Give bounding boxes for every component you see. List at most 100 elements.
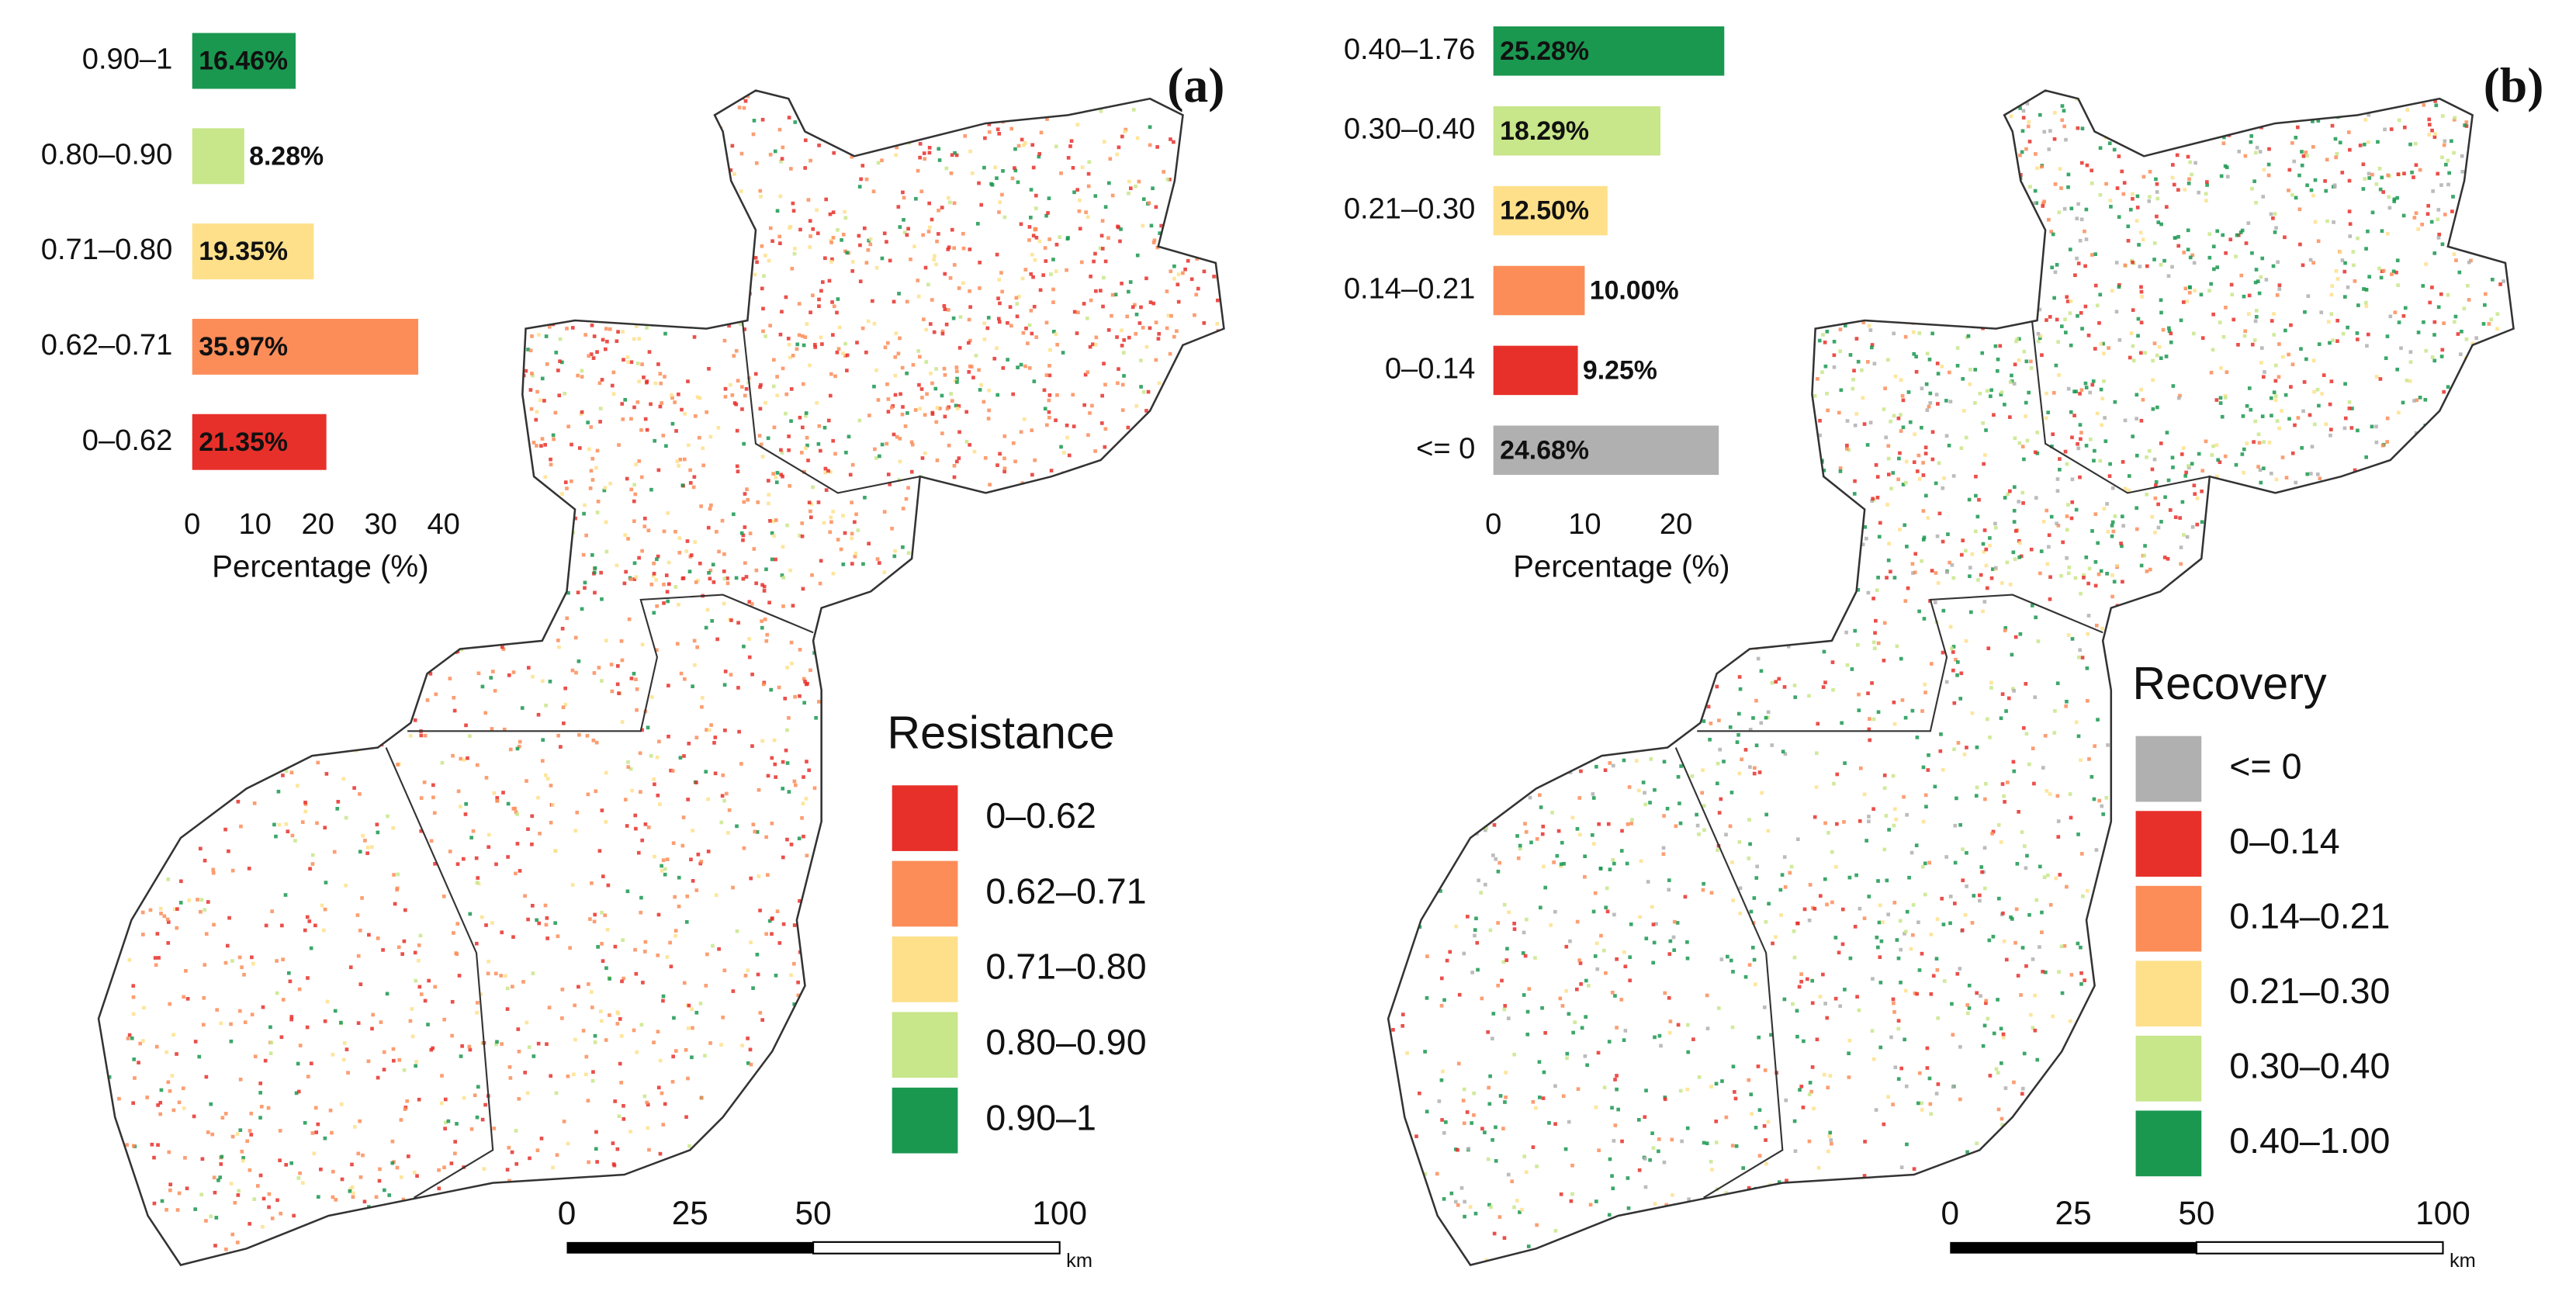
map-pixel: [2031, 1026, 2035, 1030]
map-pixel: [637, 317, 641, 322]
map-pixel: [1754, 1231, 1759, 1235]
map-pixel: [1926, 768, 1930, 772]
map-pixel: [475, 1010, 479, 1015]
map-pixel: [427, 978, 431, 983]
map-pixel: [2221, 233, 2225, 237]
map-pixel: [982, 91, 987, 95]
map-pixel: [604, 327, 608, 331]
map-pixel: [2006, 696, 2011, 701]
map-pixel: [1523, 822, 1527, 826]
map-pixel: [2107, 1205, 2111, 1210]
map-pixel: [970, 171, 975, 175]
map-pixel: [281, 957, 285, 962]
map-pixel: [177, 812, 182, 817]
map-pixel: [639, 1224, 643, 1229]
map-pixel: [1948, 895, 1953, 898]
map-pixel: [725, 581, 730, 586]
map-pixel: [500, 930, 504, 935]
map-pixel: [1076, 310, 1080, 315]
map-pixel: [284, 1162, 289, 1167]
map-pixel: [1187, 487, 1192, 492]
map-pixel: [245, 779, 249, 783]
map-pixel: [510, 361, 514, 365]
map-pixel: [2263, 542, 2268, 546]
map-pixel: [637, 459, 642, 463]
map-pixel: [2055, 262, 2059, 267]
map-pixel: [2521, 540, 2525, 544]
map-pixel: [1065, 423, 1069, 427]
map-pixel: [760, 286, 764, 291]
map-pixel: [667, 153, 671, 157]
map-pixel: [770, 1165, 774, 1169]
map-pixel: [638, 222, 642, 227]
map-pixel: [530, 372, 534, 376]
map-pixel: [567, 530, 571, 534]
map-pixel: [554, 145, 559, 149]
map-pixel: [1825, 902, 1829, 907]
map-pixel: [877, 561, 881, 565]
map-pixel: [99, 572, 102, 576]
map-pixel: [334, 1198, 338, 1202]
map-pixel: [916, 279, 920, 282]
map-pixel: [2481, 239, 2486, 244]
map-pixel: [703, 1054, 707, 1057]
map-pixel: [549, 820, 553, 825]
map-pixel: [387, 1193, 392, 1197]
map-pixel: [673, 529, 677, 534]
map-pixel: [140, 838, 144, 843]
map-pixel: [1123, 453, 1127, 457]
map-pixel: [1010, 176, 1015, 181]
map-pixel: [2086, 632, 2090, 636]
map-pixel: [2433, 99, 2437, 103]
map-pixel: [2362, 142, 2367, 147]
map-pixel: [250, 1012, 254, 1016]
map-pixel: [930, 298, 934, 302]
map-pixel: [258, 1116, 262, 1120]
map-pixel: [167, 574, 171, 579]
map-pixel: [230, 1232, 235, 1237]
map-pixel: [270, 1217, 275, 1220]
map-pixel: [1940, 896, 1944, 901]
map-pixel: [379, 1020, 383, 1024]
map-pixel: [2098, 1077, 2103, 1081]
map-pixel: [841, 232, 846, 237]
map-pixel: [546, 91, 551, 95]
map-pixel: [589, 990, 594, 994]
map-pixel: [729, 618, 733, 622]
map-pixel: [1917, 109, 1922, 113]
map-pixel: [2166, 107, 2170, 112]
map-pixel: [2207, 117, 2211, 122]
map-pixel: [1649, 757, 1653, 761]
map-pixel: [778, 194, 783, 199]
map-pixel: [403, 908, 407, 912]
map-pixel: [1001, 575, 1005, 580]
map-pixel: [261, 633, 266, 638]
map-pixel: [1512, 927, 1517, 931]
map-pixel: [336, 698, 340, 702]
map-pixel: [580, 369, 584, 373]
map-pixel: [662, 175, 667, 178]
map-pixel: [964, 440, 969, 444]
map-pixel: [712, 741, 716, 745]
map-pixel: [804, 411, 808, 415]
map-pixel: [182, 995, 185, 999]
map-pixel: [1829, 220, 1833, 224]
map-pixel: [1874, 1227, 1878, 1232]
map-pixel: [819, 123, 824, 127]
map-pixel: [2521, 184, 2525, 188]
map-pixel: [382, 1050, 386, 1054]
map-pixel: [809, 515, 813, 520]
map-pixel: [2048, 129, 2052, 133]
map-pixel: [807, 768, 812, 773]
map-pixel: [802, 701, 806, 705]
map-pixel: [457, 974, 462, 978]
map-pixel: [2426, 465, 2431, 469]
map-pixel: [507, 673, 511, 677]
map-pixel: [1964, 1235, 1968, 1240]
map-pixel: [126, 815, 130, 820]
map-pixel: [727, 808, 732, 812]
map-pixel: [767, 258, 771, 263]
map-pixel: [520, 466, 525, 470]
map-pixel: [366, 1059, 371, 1064]
map-pixel: [483, 711, 488, 715]
